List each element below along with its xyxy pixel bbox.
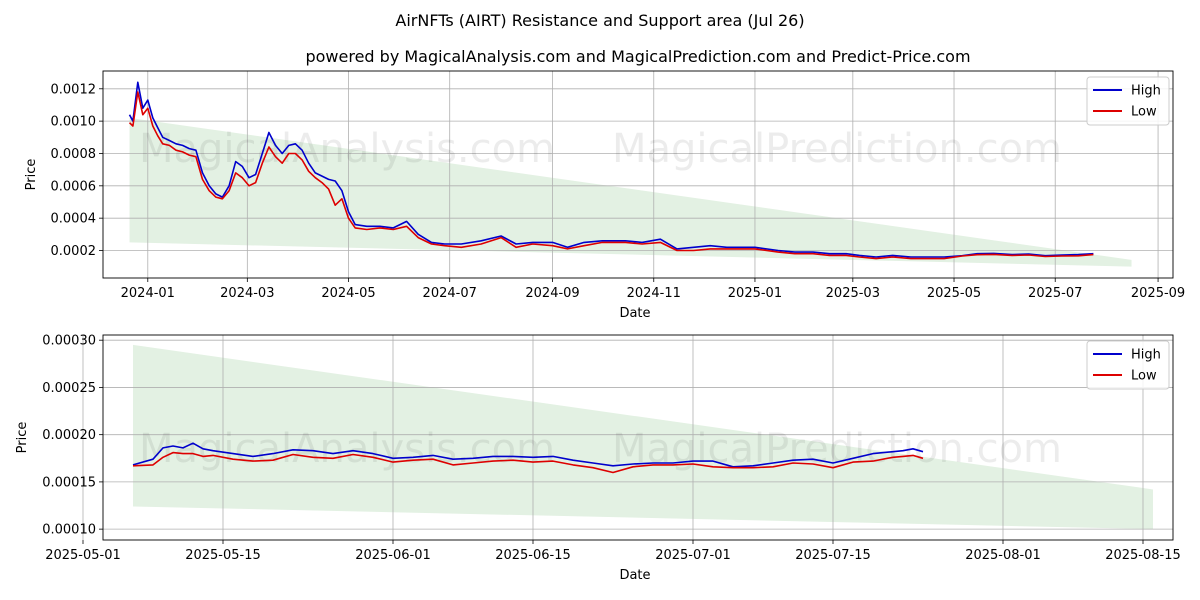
watermark: MagicalAnalysis.com	[139, 126, 555, 172]
y-tick-label: 0.0010	[51, 115, 97, 130]
x-tick-label: 2024-09	[525, 286, 579, 301]
y-tick-label: 0.00010	[42, 523, 96, 538]
x-axis-label: Date	[619, 306, 650, 321]
x-tick-label: 2025-01	[728, 286, 782, 301]
y-tick-label: 0.0012	[51, 82, 97, 97]
support-resistance-band	[129, 117, 1132, 267]
x-tick-label: 2024-01	[121, 286, 175, 301]
x-tick-label: 2025-05	[927, 286, 981, 301]
watermark: MagicalAnalysis.com	[139, 426, 555, 472]
support-resistance-band	[133, 344, 1153, 530]
chart-title: AirNFTs (AIRT) Resistance and Support ar…	[395, 11, 804, 30]
y-tick-label: 0.00030	[42, 334, 96, 349]
x-axis-label: Date	[619, 568, 650, 583]
y-tick-label: 0.00020	[42, 428, 96, 443]
x-tick-label: 2024-03	[220, 286, 274, 301]
watermark: MagicalPrediction.com	[612, 126, 1062, 172]
bottom-panel: 2025-05-01 2025-05-15 2025-06-01 2025-06-15…	[15, 334, 1181, 583]
x-tick-label: 2025-08-15	[1105, 548, 1181, 563]
legend-label-high: High	[1131, 84, 1161, 99]
x-tick-label: 2025-03	[826, 286, 880, 301]
x-tick-label: 2025-07-01	[655, 548, 731, 563]
y-tick-label: 0.0006	[51, 179, 97, 194]
y-tick-label: 0.00025	[42, 381, 96, 396]
y-tick-label: 0.0002	[51, 244, 97, 259]
legend-label-high: High	[1131, 348, 1161, 363]
series-line-low	[132, 451, 924, 474]
series-line-high	[128, 81, 1094, 258]
y-tick-label: 0.00015	[42, 475, 96, 490]
x-tick-label: 2024-05	[321, 286, 375, 301]
chart-subtitle: powered by MagicalAnalysis.com and Magic…	[305, 47, 970, 66]
x-tick-label: 2025-07	[1028, 286, 1082, 301]
plot-frame	[102, 70, 1174, 279]
legend-label-low: Low	[1131, 369, 1157, 384]
x-tick-label: 2024-11	[627, 286, 681, 301]
x-tick-label: 2025-06-01	[355, 548, 431, 563]
legend-label-low: Low	[1131, 105, 1157, 120]
series-line-low	[128, 91, 1094, 260]
x-tick-label: 2025-06-15	[495, 548, 571, 563]
x-tick-label: 2024-07	[423, 286, 477, 301]
y-tick-label: 0.0004	[51, 212, 97, 227]
plot-frame	[102, 334, 1174, 541]
x-tick-label: 2025-05-15	[185, 548, 261, 563]
x-tick-label: 2025-09	[1131, 286, 1185, 301]
x-tick-label: 2025-05-01	[45, 548, 121, 563]
x-tick-label: 2025-07-15	[795, 548, 871, 563]
x-tick-label: 2025-08-01	[965, 548, 1041, 563]
top-panel: 2024-01 2024-03 2024-05 2024-07 2024-09 2024-…	[24, 70, 1185, 321]
y-axis-label: Price	[15, 422, 30, 454]
y-axis-label: Price	[24, 159, 39, 191]
series-line-high	[132, 442, 924, 468]
y-tick-label: 0.0008	[51, 147, 97, 162]
